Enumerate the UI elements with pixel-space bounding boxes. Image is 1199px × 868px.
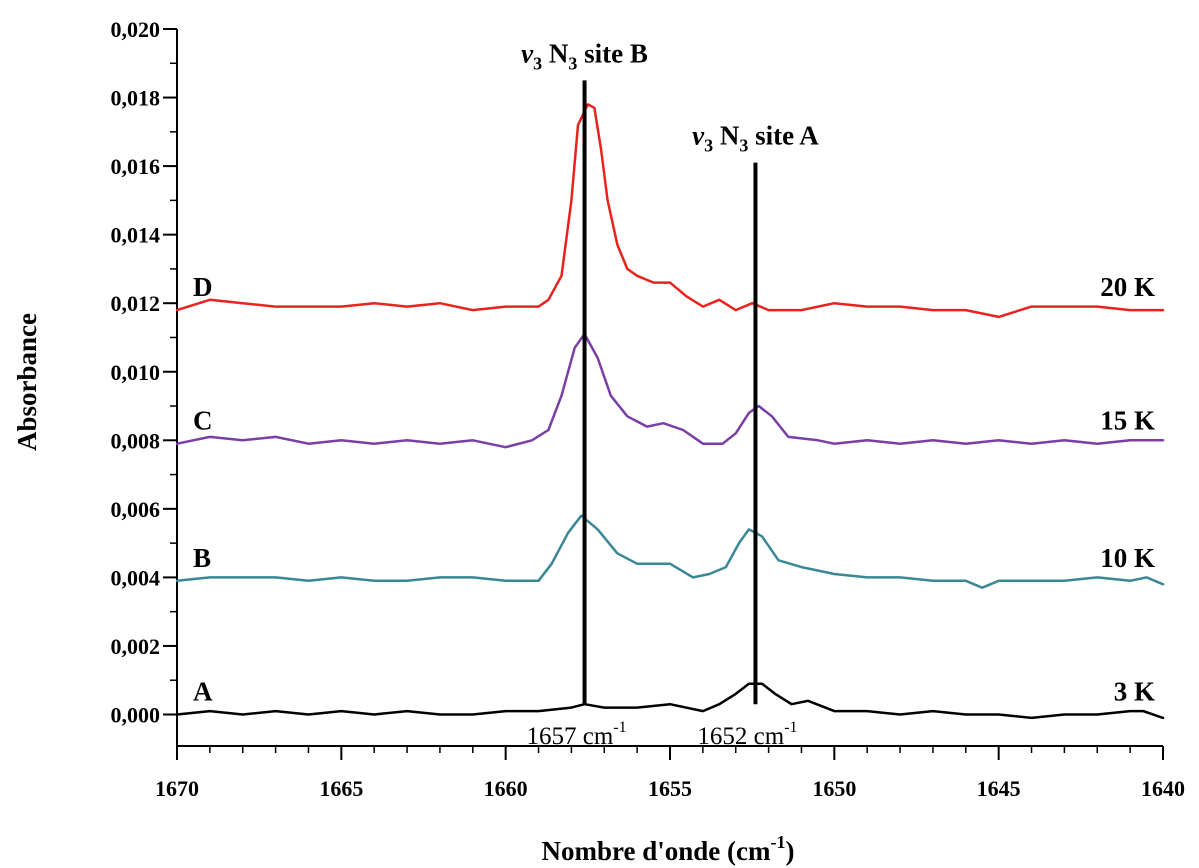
x-tick-label: 1645 xyxy=(977,776,1021,801)
x-axis-title-main: Nombre d'onde (cm xyxy=(542,836,771,866)
ref-title-var: ν xyxy=(692,121,705,151)
reference-title-2: ν3 N3 site A xyxy=(692,121,819,156)
x-tick-label: 1665 xyxy=(319,776,363,801)
x-axis-title: Nombre d'onde (cm-1) xyxy=(542,832,795,866)
series-layer xyxy=(175,103,1165,720)
y-tick-label: 0,020 xyxy=(111,17,161,42)
series-B-line xyxy=(175,514,1165,589)
series-A-label: A xyxy=(193,677,213,707)
series-A-temperature: 3 K xyxy=(1114,677,1155,707)
y-tick-label: 0,006 xyxy=(111,497,161,522)
series-A-line xyxy=(175,682,1165,720)
ref-wn-main: 1652 cm xyxy=(697,723,784,750)
ref-title-sub2: 3 xyxy=(739,136,748,156)
y-tick-label: 0,016 xyxy=(111,154,161,179)
x-tick-label: 1650 xyxy=(812,776,856,801)
series-C-line xyxy=(175,332,1165,449)
series-D-label: D xyxy=(193,272,213,302)
ref-title-sub2: 3 xyxy=(568,53,577,73)
ref-wn-sup: -1 xyxy=(613,719,626,736)
series-D-line xyxy=(175,103,1165,319)
y-tick-label: 0,008 xyxy=(111,428,161,453)
reference-wavenumber-1: 1657 cm-1 xyxy=(526,719,626,750)
axes: 0,000 0,002 0,004 0,006 0,008 0,010 0,012 0,014… xyxy=(12,17,1185,866)
ref-wn-main: 1657 cm xyxy=(526,723,613,750)
series-B-temperature: 10 K xyxy=(1100,543,1155,573)
reference-wavenumber-2: 1652 cm-1 xyxy=(697,719,797,750)
ref-title-sub: 3 xyxy=(704,136,713,156)
x-tick-label: 1660 xyxy=(484,776,528,801)
y-tick-label: 0,004 xyxy=(111,565,161,590)
x-axis-title-sup: -1 xyxy=(771,832,786,852)
ref-title-rest: site B xyxy=(577,38,648,68)
y-tick-label: 0,018 xyxy=(111,86,161,111)
ref-title-sub: 3 xyxy=(533,53,542,73)
ref-wn-sup: -1 xyxy=(784,719,797,736)
x-tick-label: 1640 xyxy=(1141,776,1185,801)
x-axis-title-close: ) xyxy=(786,836,795,866)
y-axis-title: Absorbance xyxy=(12,313,42,451)
y-tick-label: 0,012 xyxy=(111,291,161,316)
ref-title-text: N xyxy=(713,121,740,151)
ref-title-var: ν xyxy=(521,38,534,68)
y-tick-label: 0,010 xyxy=(111,360,161,385)
y-tick-label: 0,014 xyxy=(111,223,161,248)
y-tick-label: 0,000 xyxy=(111,703,161,728)
series-B-label: B xyxy=(193,543,211,573)
ref-title-text: N xyxy=(542,38,569,68)
labels: A 3 K B 10 K C 15 K D 20 K xyxy=(193,272,1155,706)
series-C-label: C xyxy=(193,406,213,436)
x-tick-label: 1670 xyxy=(155,776,199,801)
x-tick-label: 1655 xyxy=(648,776,692,801)
ref-title-rest: site A xyxy=(748,121,819,151)
series-D-temperature: 20 K xyxy=(1100,272,1155,302)
y-tick-label: 0,002 xyxy=(111,634,161,659)
reference-title-1: ν3 N3 site B xyxy=(521,38,648,73)
series-C-temperature: 15 K xyxy=(1100,406,1155,436)
